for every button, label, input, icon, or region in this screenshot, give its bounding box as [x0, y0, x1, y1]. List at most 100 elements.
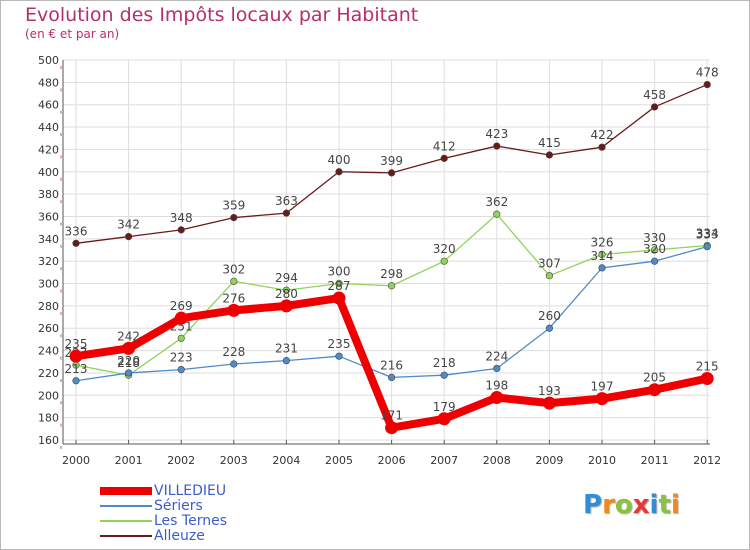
- data-point: [72, 239, 80, 247]
- data-label: 348: [170, 211, 193, 225]
- logo-letter: r: [602, 490, 615, 520]
- y-tick-label: 180: [38, 412, 59, 425]
- data-label: 334: [696, 227, 719, 241]
- data-label: 415: [538, 136, 561, 150]
- legend-swatch: [100, 505, 152, 507]
- data-label: 213: [65, 362, 88, 376]
- data-point: [69, 349, 83, 363]
- data-point: [385, 421, 399, 435]
- data-label: 215: [696, 360, 719, 374]
- x-tick-label: 2000: [62, 454, 90, 467]
- x-tick-label: 2012: [693, 454, 721, 467]
- data-point: [545, 272, 554, 280]
- x-tick-label: 2005: [325, 454, 353, 467]
- data-point: [125, 369, 133, 377]
- data-label: 197: [591, 380, 614, 394]
- data-label: 336: [65, 224, 88, 238]
- data-point: [279, 299, 293, 313]
- legend-item: Les Ternes: [100, 513, 320, 529]
- data-point: [335, 352, 343, 360]
- logo-letter: t: [658, 490, 671, 520]
- data-label: 220: [117, 354, 140, 368]
- x-tick-label: 2009: [535, 454, 563, 467]
- y-tick-label: 220: [38, 367, 59, 380]
- data-point: [122, 341, 136, 355]
- logo-letter: i: [670, 490, 680, 520]
- data-label: 302: [222, 262, 245, 276]
- data-label: 171: [380, 409, 403, 423]
- data-label: 269: [170, 299, 193, 313]
- y-tick-label: 340: [38, 233, 59, 246]
- data-point: [598, 143, 606, 151]
- data-point: [125, 232, 133, 241]
- data-point: [440, 257, 448, 265]
- data-label: 287: [328, 279, 351, 293]
- chart-legend: VILLEDIEU Sériers Les Ternes Alleuze: [100, 483, 320, 544]
- data-point: [282, 357, 291, 365]
- data-label: 320: [433, 242, 456, 256]
- data-point: [230, 277, 238, 285]
- data-point: [388, 169, 396, 177]
- data-point: [650, 246, 659, 254]
- data-label: 320: [643, 242, 666, 256]
- data-point: [230, 360, 238, 368]
- legend-item: VILLEDIEU: [100, 483, 320, 499]
- data-label: 333: [696, 228, 719, 242]
- logo-letter: P: [583, 490, 603, 520]
- x-tick-label: 2002: [167, 454, 195, 467]
- proxiti-logo: Proxiti: [583, 490, 680, 520]
- x-tick-label: 2004: [272, 454, 300, 467]
- data-label: 193: [538, 384, 561, 398]
- data-point: [335, 279, 343, 288]
- y-tick-label: 440: [38, 121, 59, 134]
- x-tick-label: 2008: [483, 454, 511, 467]
- data-point: [490, 391, 504, 405]
- logo-letter: x: [632, 490, 650, 520]
- legend-item: Alleuze: [100, 528, 320, 544]
- y-tick-label: 360: [38, 210, 59, 223]
- x-tick-label: 2003: [220, 454, 248, 467]
- data-label: 228: [222, 345, 245, 359]
- y-tick-label: 260: [38, 322, 59, 335]
- y-tick-label: 240: [38, 345, 59, 358]
- x-tick-label: 2001: [115, 454, 143, 467]
- x-tick-label: 2011: [641, 454, 669, 467]
- data-label: 362: [485, 195, 508, 209]
- data-point: [227, 303, 241, 317]
- data-point: [388, 282, 396, 290]
- data-label: 307: [538, 257, 561, 271]
- data-label: 218: [117, 356, 140, 370]
- data-point: [332, 291, 346, 305]
- y-tick-label: 400: [38, 166, 59, 179]
- data-label: 179: [433, 400, 456, 414]
- data-label: 478: [696, 66, 719, 80]
- data-label: 314: [591, 249, 614, 263]
- data-label: 412: [433, 139, 456, 153]
- data-point: [388, 373, 396, 382]
- data-point: [493, 210, 501, 218]
- data-point: [177, 365, 185, 374]
- y-tick-label: 380: [38, 188, 59, 201]
- data-point: [648, 383, 662, 397]
- data-point: [703, 243, 711, 251]
- data-point: [174, 311, 188, 325]
- data-point: [72, 377, 80, 385]
- data-label: 300: [328, 265, 351, 279]
- data-label: 400: [328, 153, 351, 167]
- y-tick-label: 320: [38, 255, 59, 268]
- data-point: [598, 250, 606, 259]
- legend-swatch: [100, 520, 152, 522]
- data-point: [335, 168, 343, 176]
- data-point: [230, 213, 238, 222]
- data-point: [700, 372, 714, 386]
- data-point: [437, 412, 451, 426]
- data-label: 198: [485, 379, 508, 393]
- data-label: 326: [591, 235, 614, 249]
- data-point: [595, 392, 609, 406]
- legend-label: Les Ternes: [154, 513, 227, 529]
- legend-swatch: [100, 487, 152, 495]
- data-point: [440, 154, 448, 162]
- x-tick-label: 2006: [378, 454, 406, 467]
- data-point: [177, 226, 185, 234]
